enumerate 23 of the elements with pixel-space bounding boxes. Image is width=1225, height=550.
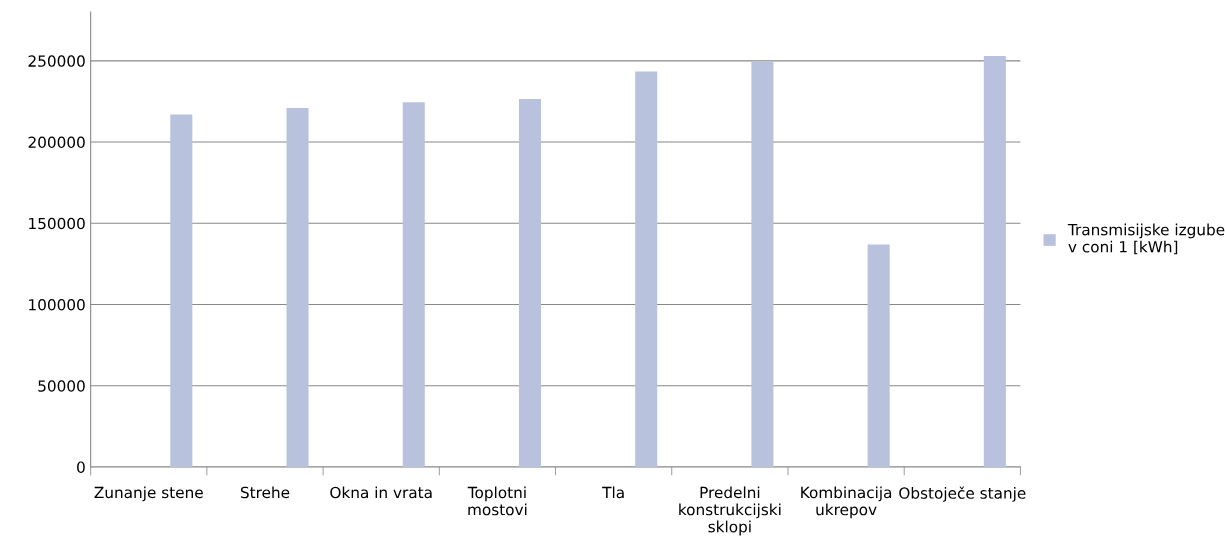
y-tick-label: 200000 — [28, 136, 85, 149]
bar — [867, 244, 890, 467]
y-tick-label: 150000 — [29, 217, 85, 230]
bar — [286, 107, 309, 467]
bar — [751, 61, 774, 467]
x-tick-label: Obstoječe stanje — [899, 486, 1026, 502]
x-tick-label: Predelni konstrukcijski sklopi — [679, 486, 781, 536]
bar — [635, 71, 658, 467]
bar — [518, 99, 542, 467]
x-tick-label: Toplotni mostovi — [467, 486, 527, 516]
y-tick-label: 100000 — [29, 298, 85, 311]
y-tick-label: 0 — [77, 461, 85, 473]
x-tick-label: Zunanje stene — [94, 486, 203, 502]
x-tick-label: Okna in vrata — [330, 486, 432, 499]
x-tick-label: Strehe — [240, 486, 290, 499]
bar — [983, 55, 1006, 467]
legend-label: Transmisijske izgube v coni 1 [kWh] — [1067, 223, 1225, 255]
y-tick-label: 50000 — [38, 380, 85, 392]
x-tick-label: Tla — [602, 486, 624, 499]
bar — [170, 114, 193, 467]
bar — [402, 102, 425, 467]
y-tick-label: 250000 — [28, 55, 85, 67]
x-tick-label: Kombinacija ukrepov — [801, 486, 892, 519]
